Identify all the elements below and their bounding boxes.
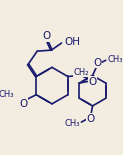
Text: CH₂: CH₂ (74, 68, 89, 77)
Text: O: O (86, 114, 95, 124)
Text: CH₃: CH₃ (107, 55, 123, 64)
Text: O: O (42, 31, 50, 41)
Text: O: O (88, 77, 96, 86)
Text: O: O (19, 99, 27, 109)
Text: CH₃: CH₃ (64, 119, 80, 128)
Text: OH: OH (64, 37, 80, 47)
Text: O: O (93, 58, 102, 68)
Text: CH₃: CH₃ (0, 90, 14, 99)
